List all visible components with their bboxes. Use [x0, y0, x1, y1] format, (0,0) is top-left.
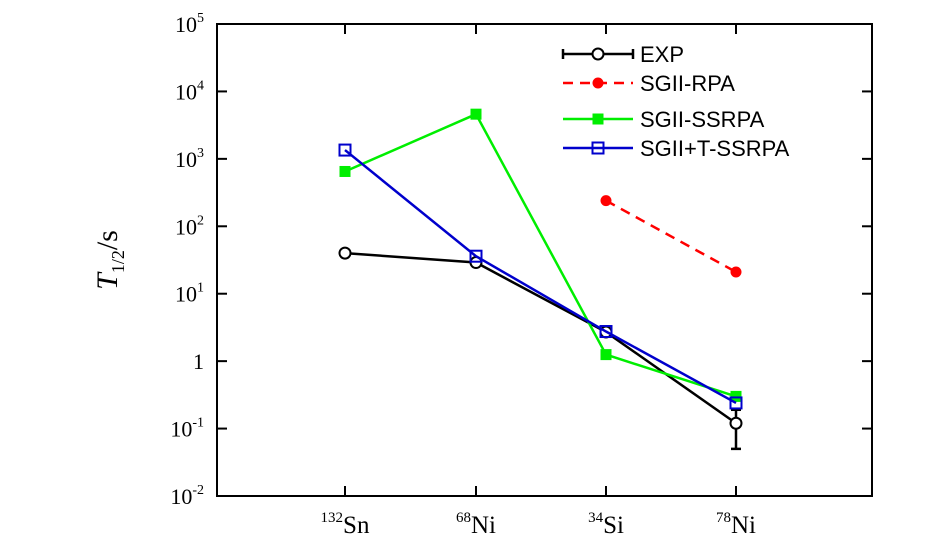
legend-entry: SGII-SSRPA: [563, 107, 765, 132]
series-3: [338, 143, 743, 410]
x-category-label: 78Ni: [716, 510, 756, 539]
legend-marker: [592, 77, 604, 89]
data-point: [338, 246, 352, 260]
legend-marker: [592, 113, 604, 125]
y-tick-label: 10-2: [170, 483, 204, 509]
data-point: [600, 349, 612, 361]
y-tick-label: 105: [175, 11, 204, 37]
data-point: [730, 266, 742, 278]
legend: EXP SGII-RPA SGII-SSRPA SGII+T-SSRPA: [561, 42, 790, 161]
series-layer: [338, 108, 743, 451]
legend-entry: EXP: [561, 42, 684, 67]
y-tick-label: 103: [175, 146, 204, 172]
x-category-label: 68Ni: [456, 510, 496, 539]
legend-label: SGII-SSRPA: [640, 107, 765, 132]
legend-label: SGII+T-SSRPA: [640, 136, 790, 161]
data-point: [600, 195, 612, 207]
y-tick-label: 1: [193, 349, 204, 374]
legend-entry: SGII+T-SSRPA: [563, 136, 790, 161]
data-point: [339, 165, 351, 177]
y-tick-label: 101: [175, 281, 204, 307]
data-point: [470, 108, 482, 120]
legend-entry: SGII-RPA: [563, 71, 735, 96]
data-point: [338, 143, 352, 157]
y-tick-label: 104: [175, 78, 204, 104]
data-point: [469, 249, 483, 263]
series-line: [344, 112, 737, 398]
series-line: [344, 251, 737, 425]
series-0: [338, 246, 743, 451]
x-axis: 132Sn 68Ni 34Si 78Ni: [321, 24, 756, 539]
x-category-label: 132Sn: [321, 510, 370, 539]
series-1: [600, 195, 742, 278]
y-axis-label: T1/2/s: [91, 230, 128, 290]
y-axis: 10-2 10-1 1 101 102 103 104 105: [170, 11, 872, 509]
y-tick-label: 10-1: [170, 416, 204, 442]
data-point: [730, 390, 742, 402]
y-tick-label: 102: [175, 213, 204, 239]
data-point: [729, 396, 743, 410]
plot-frame: [216, 23, 873, 497]
data-point: [729, 416, 743, 430]
x-category-label: 34Si: [588, 510, 624, 539]
series-2: [339, 108, 742, 402]
data-point: [599, 325, 613, 339]
legend-label: EXP: [640, 42, 684, 67]
legend-marker: [591, 141, 605, 155]
legend-marker: [591, 47, 605, 61]
legend-label: SGII-RPA: [640, 71, 735, 96]
series-line: [605, 199, 737, 274]
series-line: [344, 149, 737, 405]
